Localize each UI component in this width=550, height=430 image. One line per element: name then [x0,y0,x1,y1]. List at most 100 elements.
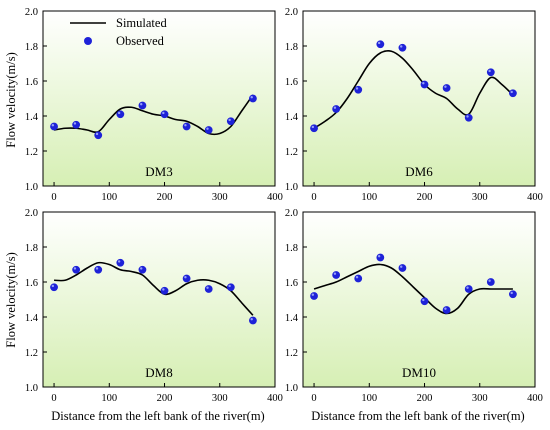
observed-point-highlight-dm3 [228,118,231,122]
observed-point-highlight-dm10 [311,293,315,296]
observed-point-dm3 [94,131,103,140]
observed-point-highlight-dm6 [510,90,513,94]
observed-point-dm8 [72,265,81,274]
x-tick-label-dm10: 400 [527,393,543,404]
y-tick-label-dm8: 1.6 [25,278,38,289]
y-tick-label-dm8: 1.2 [25,348,38,359]
observed-point-highlight-dm3 [162,111,165,115]
observed-point-highlight-dm10 [510,291,513,295]
plot-frame-dm3 [42,10,276,187]
plot-area-dm6 [303,11,535,186]
observed-point-dm10 [464,285,473,293]
observed-point-dm3 [138,101,147,110]
observed-point-highlight-dm3 [184,124,187,127]
observed-point-highlight-dm3 [73,122,77,125]
observed-point-highlight-dm10 [466,286,469,289]
simulated-line-dm3 [53,94,254,136]
simulated-line-dm6 [313,50,514,129]
y-tick-label-dm3: 1.4 [25,112,39,123]
observed-point-dm6 [420,80,429,89]
y-tick-label-dm8: 1.8 [25,243,38,254]
plot-area-dm3 [43,11,275,186]
y-tick-label-dm10: 1.6 [285,278,298,289]
observed-point-highlight-dm10 [355,276,359,279]
y-tick-label-dm6: 1.4 [285,112,299,123]
plot-area-dm8 [43,212,275,387]
x-tick-label-dm10: 0 [311,393,316,404]
observed-point-highlight-dm10 [422,298,425,302]
x-tick-label-dm3: 0 [51,192,56,203]
observed-point-dm8 [160,286,169,295]
observed-point-highlight-dm10 [377,255,381,258]
x-tick-label-dm10: 200 [417,393,433,404]
observed-point-dm10 [442,306,451,314]
observed-point-dm8 [94,265,103,274]
y-tick-label-dm8: 1.4 [25,313,39,324]
y-tick-label-dm6: 1.6 [285,77,298,88]
x-tick-label-dm6: 0 [311,192,316,203]
y-tick-label-dm3: 1.6 [25,77,38,88]
observed-point-highlight-dm8 [51,284,55,288]
observed-point-highlight-dm6 [422,82,425,85]
observed-point-dm10 [354,274,363,283]
observed-point-highlight-dm8 [184,276,187,279]
observed-point-highlight-dm10 [333,272,337,275]
observed-point-highlight-dm10 [400,265,403,268]
observed-point-dm6 [332,105,341,113]
x-tick-label-dm10: 300 [472,393,488,404]
observed-point-highlight-dm6 [444,85,447,88]
observed-point-highlight-dm6 [311,125,315,129]
y-axis-title-top: Flow velocity(m/s) [4,52,18,147]
observed-point-highlight-dm3 [51,124,55,127]
x-tick-label-dm6: 300 [472,192,488,203]
legend-simulated-label: Simulated [116,16,167,30]
observed-point-dm6 [310,124,318,133]
x-tick-label-dm3: 100 [101,192,117,203]
observed-point-highlight-dm3 [95,132,99,136]
y-tick-label-dm10: 1.8 [285,243,298,254]
x-tick-label-dm8: 300 [212,393,228,404]
observed-point-highlight-dm8 [162,288,165,291]
panel-label-dm6: DM6 [405,164,433,179]
plot-frame-dm10 [302,211,536,388]
observed-point-dm6 [509,89,517,98]
x-tick-label-dm8: 400 [267,393,283,404]
observed-point-dm10 [398,264,407,272]
x-tick-label-dm3: 300 [212,192,228,203]
observed-point-dm6 [376,40,385,49]
observed-point-highlight-dm3 [206,127,209,130]
observed-point-highlight-dm8 [73,267,77,270]
panels: 1.0 1.2 1.4 1.6 1.8 2.0 0 100 200 300 400 DM3 1.0 1.2… [25,7,543,404]
y-tick-label-dm10: 1.4 [285,313,299,324]
panel-dm10: 1.0 1.2 1.4 1.6 1.8 2.0 0 100 200 300 400 DM10 [285,208,543,404]
plot-area-dm10 [303,212,535,387]
observed-point-dm6 [486,68,495,77]
x-tick-label-dm3: 400 [267,192,283,203]
x-tick-label-dm6: 400 [527,192,543,203]
observed-point-dm8 [116,258,125,267]
x-tick-label-dm3: 200 [157,192,173,203]
observed-point-highlight-dm6 [355,87,359,90]
observed-point-dm8 [249,316,257,325]
observed-point-dm8 [138,265,147,274]
observed-point-highlight-dm6 [466,115,469,118]
x-tick-label-dm10: 100 [361,393,377,404]
plot-frame-dm6 [302,10,536,187]
y-axis-title-bottom: Flow velocity(m/s) [4,252,18,347]
x-tick-label-dm6: 100 [361,192,377,203]
observed-point-dm3 [249,94,257,103]
observed-point-highlight-dm8 [95,267,99,270]
observed-point-dm3 [182,122,191,131]
observed-point-highlight-dm8 [117,260,121,263]
panel-label-dm10: DM10 [402,365,436,380]
y-tick-label-dm3: 1.8 [25,42,38,53]
x-tick-label-dm8: 100 [101,393,117,404]
legend-observed-label: Observed [116,34,165,48]
y-tick-label-dm6: 1.0 [285,182,298,193]
observed-point-highlight-dm3 [117,111,121,115]
observed-point-highlight-dm8 [250,318,253,321]
observed-point-highlight-dm10 [488,279,491,282]
observed-point-dm10 [420,297,429,306]
y-tick-label-dm3: 2.0 [25,7,38,18]
